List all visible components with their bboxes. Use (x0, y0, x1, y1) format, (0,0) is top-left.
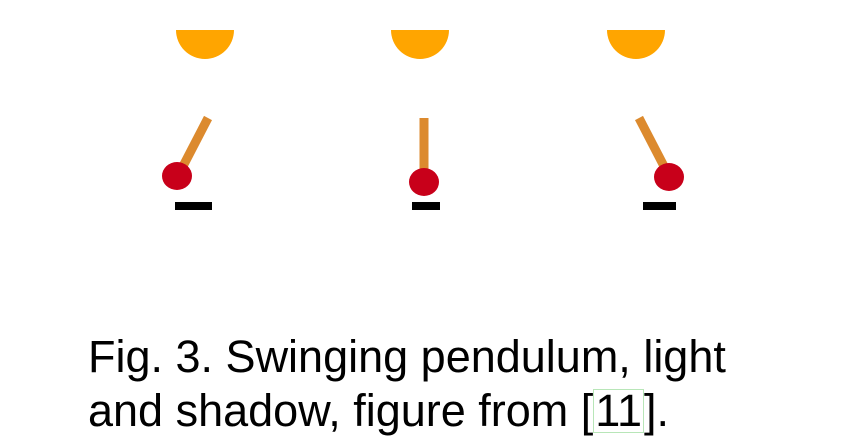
citation-link[interactable]: 11 (593, 385, 645, 436)
pendulum-shadow-2 (412, 202, 440, 210)
light-source-3 (607, 30, 665, 59)
pendulum-rod-3 (635, 115, 671, 175)
pendulum-2 (409, 118, 440, 210)
caption-line-2-prefix: and shadow, figure from (88, 385, 581, 436)
pendulum-bob-3 (654, 163, 684, 191)
pendulum-1 (162, 115, 212, 210)
pendulum-shadow-3 (643, 202, 676, 210)
caption-line-1: Fig. 3. Swinging pendulum, light (88, 331, 726, 382)
pendulum-shadow-1 (175, 202, 212, 210)
citation-close-bracket: ]. (644, 385, 670, 436)
citation-open-bracket: [ (580, 385, 594, 436)
pendulum-bob-2 (409, 168, 439, 196)
pendulum-bob-1 (162, 162, 192, 190)
pendulum-3 (635, 115, 684, 210)
figure-caption: Fig. 3. Swinging pendulum, light and sha… (88, 330, 788, 438)
light-source-2 (391, 30, 449, 59)
pendulum-rod-1 (176, 115, 212, 175)
light-source-1 (176, 30, 234, 59)
pendulum-figure (162, 30, 684, 210)
